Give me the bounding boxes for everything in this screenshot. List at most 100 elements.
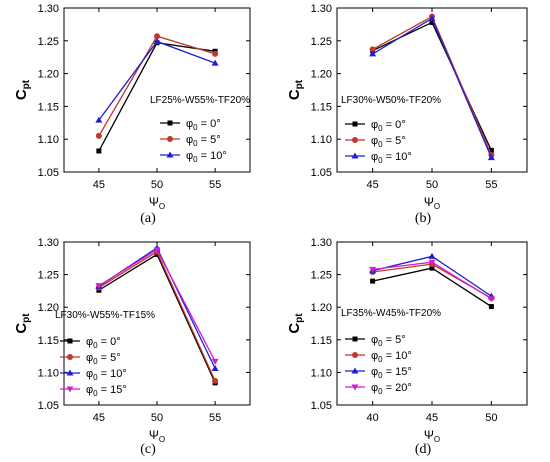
y-axis-label: Cpt — [286, 79, 305, 100]
data-point — [429, 265, 435, 271]
data-point — [428, 14, 436, 21]
legend-marker — [351, 367, 359, 374]
legend-marker — [352, 336, 358, 342]
x-tick-label: 50 — [426, 179, 438, 191]
x-tick-label: 50 — [151, 179, 163, 191]
x-axis-label: ΨO — [149, 428, 165, 444]
x-tick-label: 40 — [367, 412, 379, 424]
x-tick-label: 55 — [485, 179, 497, 191]
legend-marker — [352, 352, 358, 358]
data-point — [96, 148, 102, 154]
series-line-3 — [98, 40, 216, 121]
y-tick-label: 1.25 — [311, 270, 332, 282]
y-tick-label: 1.05 — [38, 400, 59, 412]
data-point — [429, 19, 435, 25]
data-point — [487, 154, 495, 161]
data-point — [370, 278, 376, 284]
legend-marker — [167, 136, 173, 142]
data-point — [95, 283, 103, 290]
legend-entry: φ0 = 5° — [371, 135, 406, 149]
data-point — [95, 132, 102, 139]
legend-marker — [67, 338, 73, 344]
x-tick-label: 50 — [151, 412, 163, 424]
y-tick-label: 1.15 — [311, 101, 332, 113]
panel-annotation: LF30%-W50%-TF20% — [341, 95, 441, 106]
series-line-3 — [98, 246, 216, 369]
panel-label: (a) — [140, 211, 156, 226]
plot-frame — [63, 241, 251, 406]
y-tick-label: 1.30 — [311, 3, 332, 15]
panel-label: (c) — [140, 442, 156, 457]
y-tick-label: 1.20 — [311, 69, 332, 81]
series-line-1 — [372, 21, 492, 151]
y-tick-label: 1.15 — [38, 101, 59, 113]
legend-entry: φ0 = 10° — [86, 368, 127, 382]
legend-marker — [67, 354, 73, 360]
x-tick-label: 45 — [426, 412, 438, 424]
y-tick-label: 1.05 — [311, 400, 332, 412]
y-tick-label: 1.30 — [311, 237, 332, 249]
data-point — [369, 46, 376, 53]
y-tick-label: 1.20 — [311, 302, 332, 314]
x-tick-label: 45 — [367, 179, 379, 191]
y-tick-label: 1.25 — [311, 36, 332, 48]
data-point — [212, 50, 219, 57]
x-axis-label: ΨO — [424, 195, 440, 211]
panel-label: (b) — [415, 211, 432, 226]
x-tick-label: 55 — [209, 412, 221, 424]
data-point — [488, 304, 494, 310]
x-tick-label: 45 — [93, 179, 105, 191]
plot-frame — [336, 7, 528, 173]
legend-entry: φ0 = 0° — [186, 118, 221, 132]
legend-entry: φ0 = 5° — [186, 134, 221, 148]
legend-marker — [351, 384, 359, 391]
data-point — [212, 377, 219, 384]
chart-panel-4: 1.05 1.10 1.15 1.20 1.25 1.30 40 45 50 Cpt ΨO LF35%… — [286, 237, 528, 457]
panel-annotation: LF30%-W55%-TF15% — [55, 310, 155, 321]
x-axis-label: ΨO — [424, 428, 440, 444]
y-tick-label: 1.20 — [38, 69, 59, 81]
chart-panel-1: 1.05 1.10 1.15 1.20 1.25 1.30 45 50 55 Cpt ΨO LF25%… — [13, 3, 251, 226]
legend-marker — [66, 386, 74, 393]
chart-panel-3: 1.05 1.10 1.15 1.20 1.25 1.30 45 50 55 Cpt ΨO LF30%… — [13, 237, 251, 457]
y-tick-label: 1.10 — [311, 134, 332, 146]
data-point — [211, 59, 219, 66]
x-tick-label: 50 — [485, 412, 497, 424]
x-tick-label: 55 — [209, 179, 221, 191]
data-point — [428, 252, 436, 259]
legend-marker — [352, 137, 358, 143]
legend-marker — [166, 151, 174, 158]
legend-marker — [351, 152, 359, 159]
y-tick-label: 1.15 — [311, 335, 332, 347]
y-axis-label: Cpt — [13, 313, 32, 334]
y-tick-label: 1.20 — [38, 302, 59, 314]
legend-entry: φ0 = 5° — [86, 352, 121, 366]
y-tick-label: 1.25 — [38, 270, 59, 282]
legend-entry: φ0 = 15° — [371, 366, 412, 380]
y-tick-label: 1.05 — [38, 167, 59, 179]
data-point — [488, 147, 494, 153]
data-point — [153, 37, 161, 44]
panel-annotation: LF25%-W55%-TF20% — [150, 95, 250, 106]
y-tick-label: 1.10 — [38, 134, 59, 146]
legend-entry: φ0 = 10° — [186, 150, 227, 164]
data-point — [369, 266, 377, 273]
data-point — [95, 116, 103, 123]
data-point — [154, 33, 160, 40]
y-tick-label: 1.05 — [311, 167, 332, 179]
y-tick-label: 1.25 — [38, 36, 59, 48]
y-axis-label: Cpt — [13, 79, 32, 100]
legend-entry: φ0 = 0° — [371, 119, 406, 133]
x-tick-label: 45 — [93, 412, 105, 424]
data-point — [211, 358, 219, 365]
panel-label: (d) — [415, 442, 432, 457]
legend-entry: φ0 = 10° — [371, 350, 412, 364]
data-point — [153, 247, 161, 254]
y-tick-label: 1.15 — [38, 335, 59, 347]
y-axis-label: Cpt — [286, 313, 305, 334]
y-tick-label: 1.10 — [311, 367, 332, 379]
legend-entry: φ0 = 0° — [86, 336, 121, 350]
data-point — [487, 296, 495, 303]
legend-entry: φ0 = 15° — [86, 384, 127, 398]
